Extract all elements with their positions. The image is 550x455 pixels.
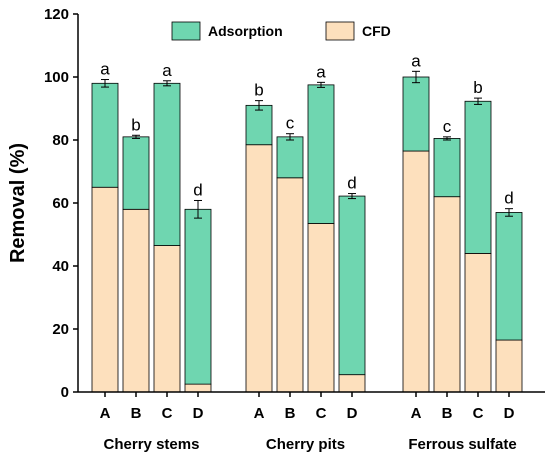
bar-cfd [464,252,492,393]
x-category-label: B [131,405,142,422]
error-bar [255,100,263,111]
legend-label: CFD [362,23,391,39]
bar-adsorption [153,82,181,246]
bar-cfd [91,186,119,393]
y-tick-label: 0 [61,384,69,401]
bar-adsorption [184,208,212,385]
bar-cfd [245,144,273,393]
significance-label: d [347,174,356,193]
group-labels-layer: Cherry stems Cherry pits Ferrous sulfate [104,436,517,453]
bar-adsorption [402,76,430,152]
bar-cfd [402,150,430,393]
error-bar [132,134,140,139]
error-bar [163,80,171,87]
error-bar [443,136,451,141]
x-category-label: D [193,405,204,422]
y-tick-label: 20 [52,321,69,338]
bar-adsorption [495,212,523,341]
bar-adsorption [245,104,273,146]
legend-swatch [171,21,201,41]
error-bar [505,208,513,217]
error-bar [101,79,109,88]
significance-label: b [254,81,263,100]
group-label: Cherry pits [266,436,345,453]
error-bar [194,199,202,219]
bar-adsorption [433,138,461,198]
x-category-label: C [316,405,327,422]
bar-adsorption [307,84,335,224]
significance-label: d [504,189,513,208]
error-bar [286,133,294,141]
y-tick-label: 100 [44,69,69,86]
error-bars-layer [101,70,513,219]
x-category-label: B [285,405,296,422]
bar-cfd [122,208,150,393]
significance-label: d [193,180,202,199]
x-category-label: A [254,405,265,422]
bars-layer [91,76,523,393]
x-category-label: B [442,405,453,422]
significance-label: a [100,60,110,79]
x-category-label: C [473,405,484,422]
x-category-label: D [504,405,515,422]
y-tick-label: 120 [44,6,69,23]
x-category-label: D [347,405,358,422]
bar-cfd [433,196,461,393]
group-label: Cherry stems [104,436,200,453]
significance-label: b [131,115,140,134]
significance-label: a [162,61,172,80]
legend-swatch [325,21,355,41]
bar-adsorption [91,82,119,188]
y-ticks-layer: 0 20 40 60 80 100 120 [44,6,78,401]
legend-label: Adsorption [208,23,283,39]
error-bar [348,193,356,200]
bar-cfd [307,223,335,393]
legend-item-cfd: CFD [325,21,391,41]
bar-cfd [184,383,212,393]
significance-label: c [443,117,452,136]
bar-cfd [338,374,366,393]
legend-item-adsorption: Adsorption [171,21,283,41]
y-tick-label: 80 [52,132,69,149]
bar-cfd [495,339,523,393]
error-bar [317,81,325,88]
group-label: Ferrous sulfate [408,436,516,453]
y-tick-label: 60 [52,195,69,212]
error-bar [474,97,482,105]
significance-label: b [473,78,482,97]
y-tick-label: 40 [52,258,69,275]
significance-label: a [316,62,326,81]
x-category-label: A [100,405,111,422]
significance-label: c [286,114,295,133]
bar-cfd [153,245,181,393]
bar-adsorption [464,100,492,254]
y-axis-label: Removal (%) [7,143,29,263]
significance-labels-layer: a b a d b c a d a c b d [100,51,513,207]
error-bar [412,70,420,84]
x-category-label: C [162,405,173,422]
bar-adsorption [338,195,366,376]
legend: Adsorption CFD [171,21,391,41]
x-category-label: A [411,405,422,422]
significance-label: a [411,51,421,70]
bar-adsorption [276,136,304,179]
bar-cfd [276,177,304,393]
bar-adsorption [122,136,150,210]
